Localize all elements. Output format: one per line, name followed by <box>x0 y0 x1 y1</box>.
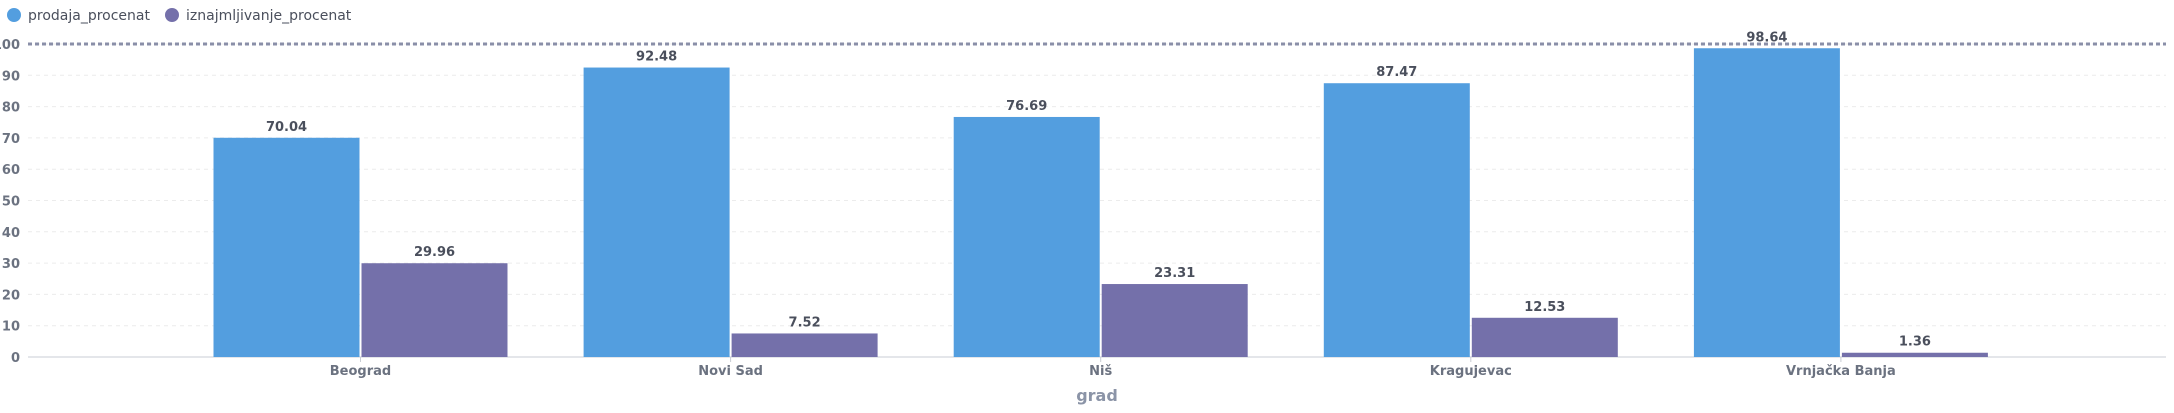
data-label: 23.31 <box>1154 266 1195 281</box>
bar-prodaja_procenat[interactable] <box>1323 83 1470 357</box>
y-tick-label: 90 <box>2 69 20 84</box>
x-tick-label: Niš <box>1089 364 1112 379</box>
legend-marker-iznajmljivanje_procenat[interactable] <box>165 8 179 22</box>
data-label: 87.47 <box>1376 65 1417 80</box>
y-tick-label: 0 <box>11 351 20 366</box>
data-label: 70.04 <box>266 120 307 135</box>
legend-marker-prodaja_procenat[interactable] <box>7 8 21 22</box>
data-label: 29.96 <box>414 245 455 260</box>
data-label: 7.52 <box>789 315 821 330</box>
bar-iznajmljivanje_procenat[interactable] <box>1841 352 1988 357</box>
x-axis-title: grad <box>1076 386 1118 405</box>
bar-prodaja_procenat[interactable] <box>213 137 360 357</box>
y-tick-label: 70 <box>2 132 20 147</box>
bar-iznajmljivanje_procenat[interactable] <box>731 333 878 357</box>
y-tick-label: 30 <box>2 257 20 272</box>
data-label: 12.53 <box>1524 300 1565 315</box>
data-label: 76.69 <box>1006 99 1047 114</box>
data-label: 1.36 <box>1899 335 1931 350</box>
x-tick-label: Vrnjačka Banja <box>1786 364 1896 379</box>
bar-iznajmljivanje_procenat[interactable] <box>361 263 508 357</box>
data-label: 98.64 <box>1746 30 1787 45</box>
y-tick-label: 40 <box>2 226 20 241</box>
legend-label-iznajmljivanje_procenat[interactable]: iznajmljivanje_procenat <box>186 8 352 24</box>
y-tick-label: 20 <box>2 288 20 303</box>
bar-iznajmljivanje_procenat[interactable] <box>1101 284 1248 357</box>
legend-label-prodaja_procenat[interactable]: prodaja_procenat <box>28 8 150 24</box>
y-tick-label: 50 <box>2 195 20 210</box>
x-tick-label: Beograd <box>330 364 391 379</box>
y-tick-label: 80 <box>2 101 20 116</box>
x-tick-label: Kragujevac <box>1430 364 1512 379</box>
y-tick-label: 100 <box>0 38 20 53</box>
y-tick-label: 10 <box>2 320 20 335</box>
bar-prodaja_procenat[interactable] <box>1693 48 1840 357</box>
y-tick-label: 60 <box>2 163 20 178</box>
x-tick-label: Novi Sad <box>698 364 763 379</box>
bar-iznajmljivanje_procenat[interactable] <box>1471 317 1618 357</box>
bar-prodaja_procenat[interactable] <box>953 116 1100 357</box>
data-label: 92.48 <box>636 50 677 65</box>
bar-prodaja_procenat[interactable] <box>583 67 730 357</box>
